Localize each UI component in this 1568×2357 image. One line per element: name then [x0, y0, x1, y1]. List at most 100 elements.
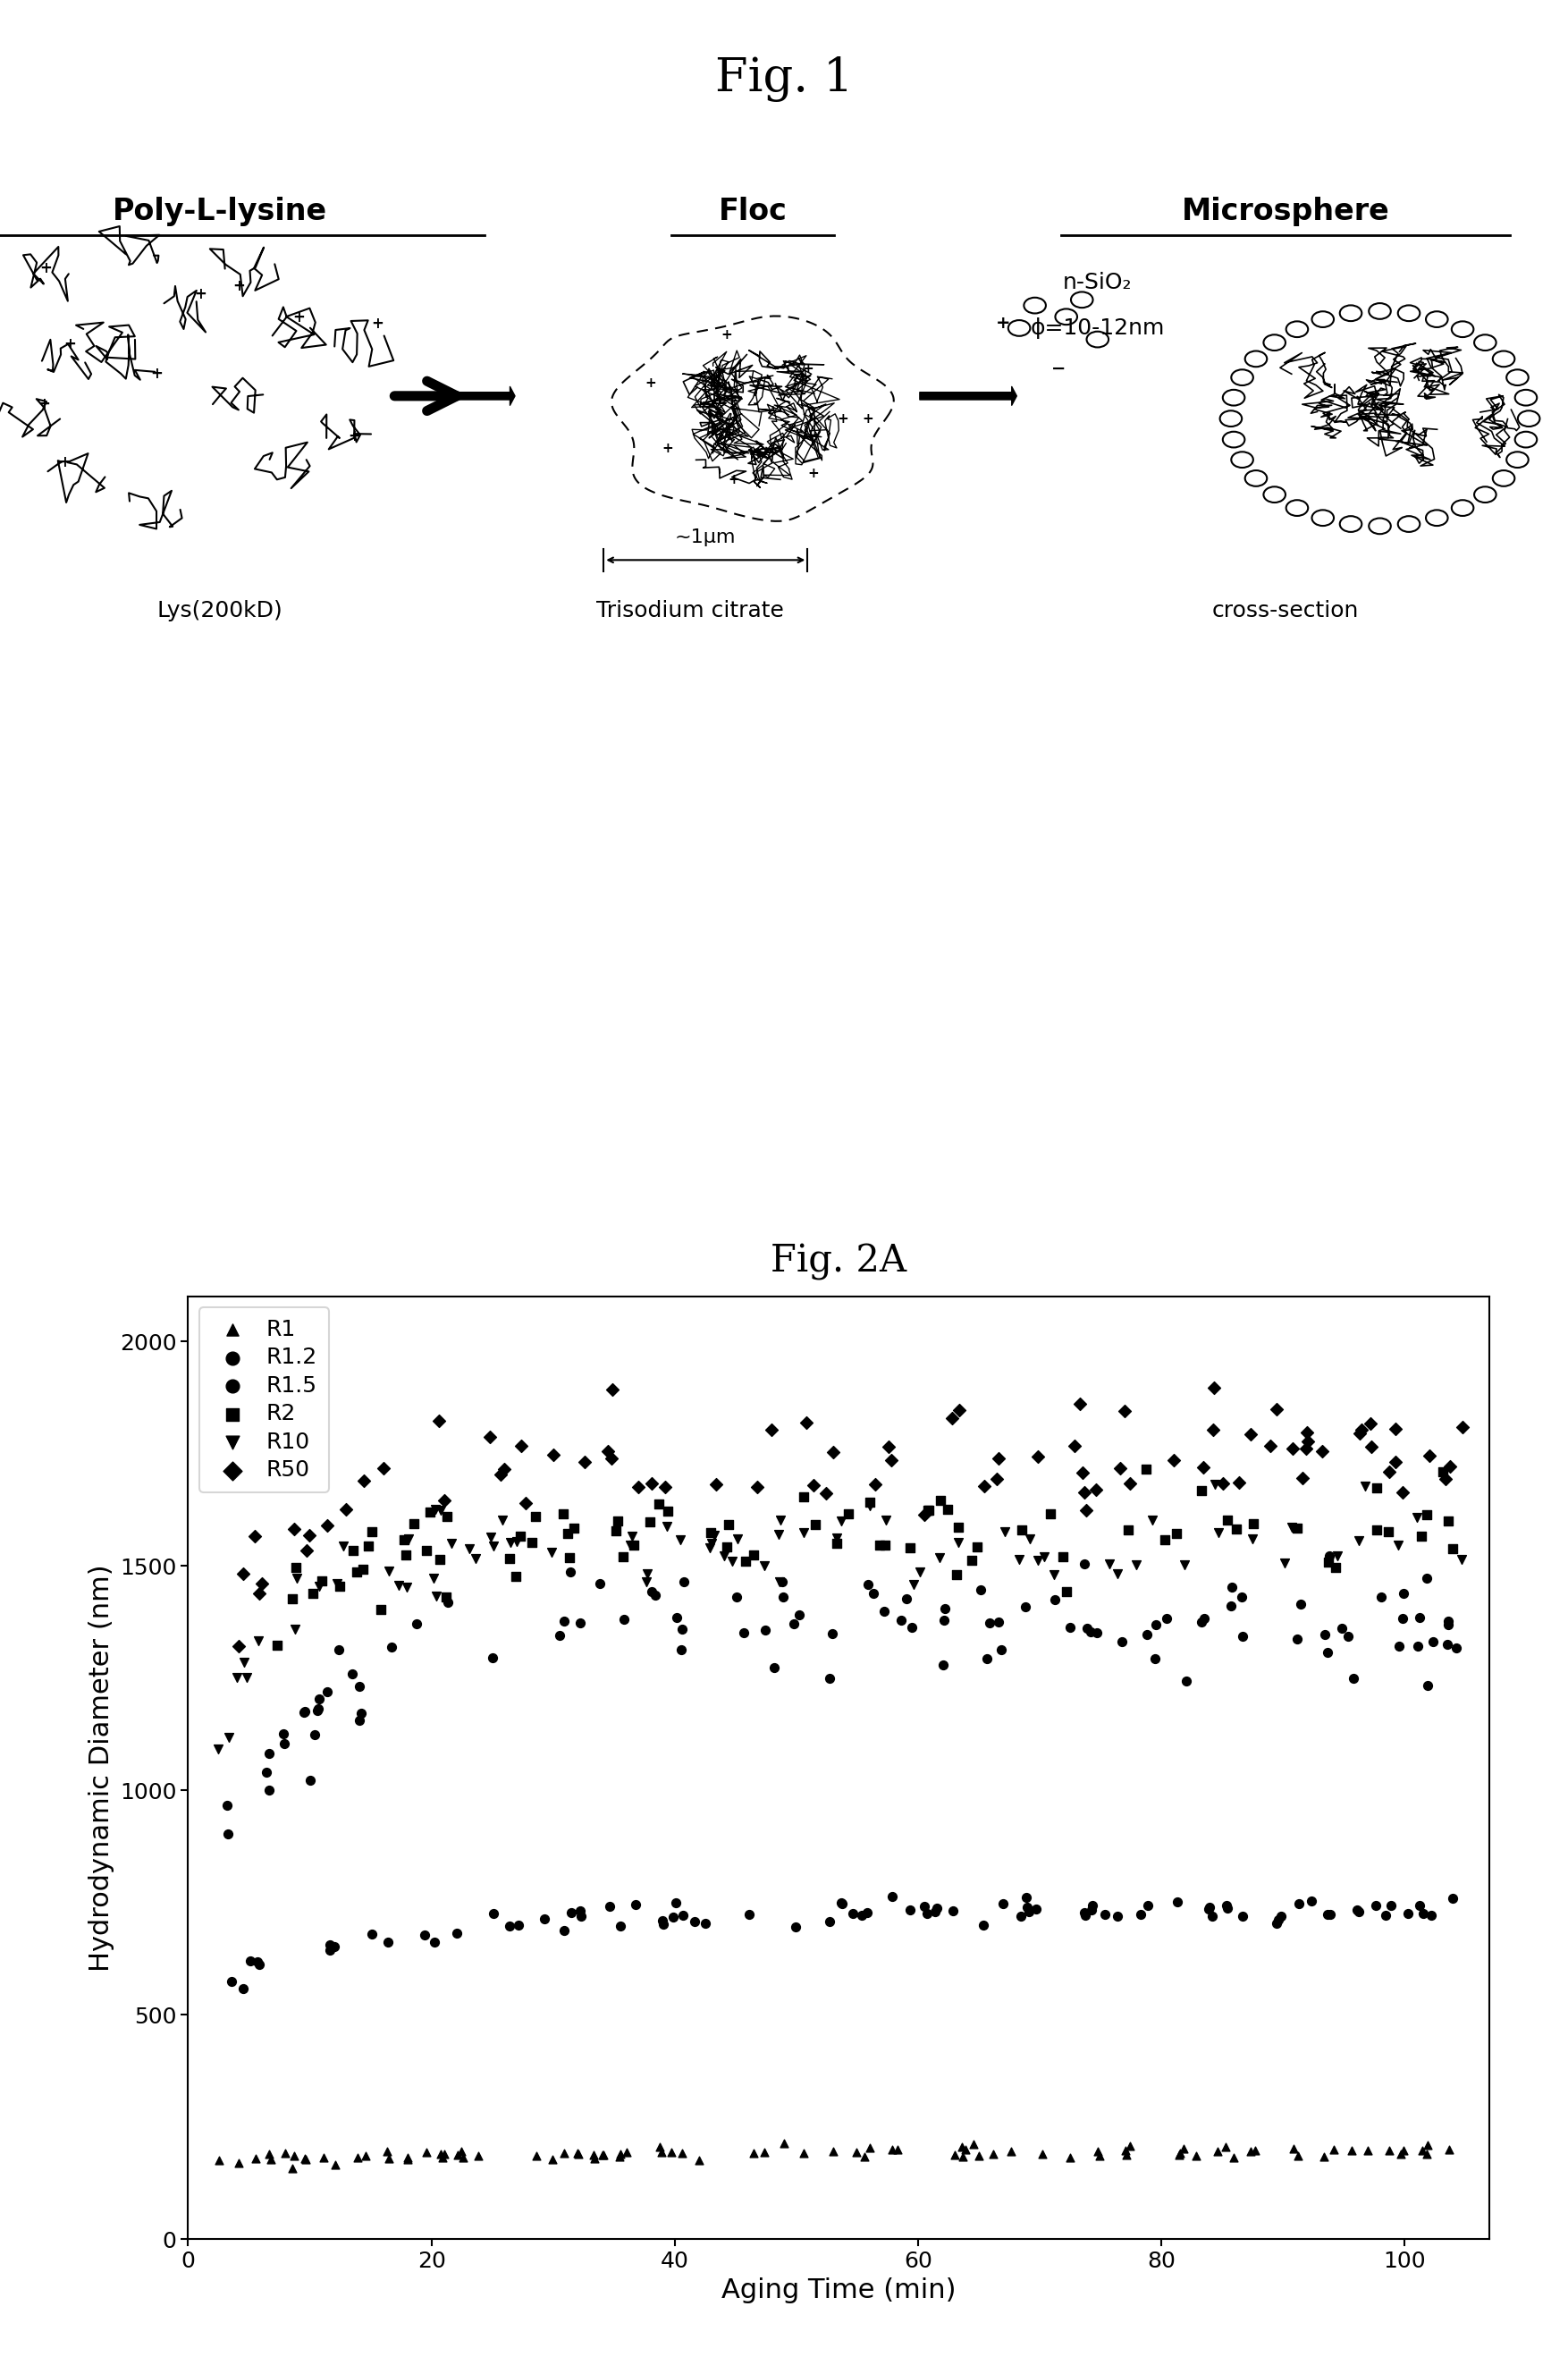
R2	[1051, 1537, 1076, 1574]
R1	[1221, 2138, 1247, 2176]
R10	[386, 1567, 411, 1605]
R50	[1438, 1447, 1463, 1485]
R10	[908, 1553, 933, 1591]
R10	[395, 1567, 420, 1605]
R1.2	[607, 1907, 632, 1945]
R1.2	[829, 1886, 855, 1923]
R1	[884, 2131, 909, 2168]
Text: +: +	[721, 328, 732, 342]
R10	[1140, 1501, 1165, 1539]
R1.5	[314, 1673, 339, 1711]
R2	[350, 1551, 375, 1589]
R10	[1025, 1541, 1051, 1579]
R50	[947, 1391, 972, 1428]
R50	[1383, 1442, 1408, 1480]
R1.5	[1317, 1537, 1342, 1574]
R1	[648, 2128, 673, 2166]
R1.5	[347, 1666, 372, 1704]
R10	[481, 1527, 506, 1565]
R1.2	[1363, 1886, 1388, 1923]
R1.2	[913, 1888, 938, 1926]
R10	[216, 1718, 241, 1756]
R1	[353, 2138, 378, 2176]
Title: Fig. 2A: Fig. 2A	[771, 1242, 906, 1280]
Text: +: +	[803, 363, 814, 375]
R50	[1359, 1428, 1385, 1466]
R2	[605, 1501, 630, 1539]
R2	[434, 1497, 459, 1534]
R50	[1391, 1473, 1416, 1511]
R50	[878, 1442, 903, 1480]
R1.2	[1008, 1897, 1033, 1935]
R50	[1226, 1464, 1251, 1501]
R2	[1134, 1450, 1159, 1487]
R1.2	[1441, 1879, 1466, 1916]
R1.2	[925, 1888, 950, 1926]
R1.2	[1300, 1883, 1325, 1921]
R50	[793, 1402, 818, 1440]
R1.5	[1341, 1659, 1366, 1697]
R50	[1201, 1369, 1226, 1407]
R1.2	[922, 1893, 947, 1930]
Text: Floc: Floc	[718, 196, 787, 226]
R2	[401, 1504, 426, 1541]
R50	[246, 1574, 271, 1612]
R50	[1347, 1414, 1372, 1452]
R2	[946, 1508, 971, 1546]
R2	[790, 1478, 815, 1516]
R2	[356, 1527, 381, 1565]
R1	[687, 2140, 712, 2178]
R2	[935, 1490, 960, 1527]
R50	[1071, 1454, 1096, 1492]
R1	[310, 2138, 336, 2176]
R1.2	[1406, 1888, 1432, 1926]
R1.5	[977, 1605, 1002, 1643]
R1.2	[412, 1916, 437, 1954]
R1.2	[481, 1895, 506, 1933]
R1	[1410, 2131, 1435, 2168]
R1	[1184, 2138, 1209, 2176]
R50	[572, 1442, 597, 1480]
R2	[621, 1525, 646, 1563]
R50	[1073, 1473, 1098, 1511]
R1.2	[784, 1907, 809, 1945]
R1.5	[787, 1596, 812, 1633]
R10	[927, 1539, 952, 1577]
R1.2	[914, 1895, 939, 1933]
R50	[334, 1490, 359, 1527]
R2	[897, 1530, 922, 1567]
R50	[426, 1402, 452, 1440]
R1.2	[1214, 1886, 1239, 1923]
R1	[293, 2140, 318, 2178]
R50	[227, 1626, 252, 1664]
R50	[759, 1412, 784, 1450]
R1.5	[292, 1695, 317, 1732]
R50	[1201, 1412, 1226, 1450]
R1	[431, 2135, 456, 2173]
R2	[414, 1532, 439, 1570]
R1.5	[1085, 1615, 1110, 1652]
R1	[999, 2133, 1024, 2171]
R1.5	[1421, 1622, 1446, 1659]
R1	[345, 2140, 370, 2178]
R50	[1279, 1431, 1305, 1468]
R1.5	[1071, 1546, 1096, 1584]
R1.2	[1344, 1890, 1369, 1928]
R2	[655, 1492, 681, 1530]
R1	[226, 2145, 251, 2183]
R1	[207, 2140, 232, 2178]
R1.2	[497, 1907, 522, 1945]
R10	[1279, 1508, 1305, 1546]
R1	[858, 2128, 883, 2166]
R1	[670, 2135, 695, 2173]
R10	[668, 1520, 693, 1558]
R1.5	[215, 1787, 240, 1824]
R2	[497, 1539, 522, 1577]
R50	[431, 1483, 456, 1520]
Text: Lys(200kD): Lys(200kD)	[157, 599, 282, 622]
R1	[771, 2126, 797, 2164]
R10	[724, 1520, 750, 1558]
R2	[426, 1541, 452, 1579]
R10	[282, 1610, 307, 1648]
R1.5	[670, 1610, 695, 1648]
